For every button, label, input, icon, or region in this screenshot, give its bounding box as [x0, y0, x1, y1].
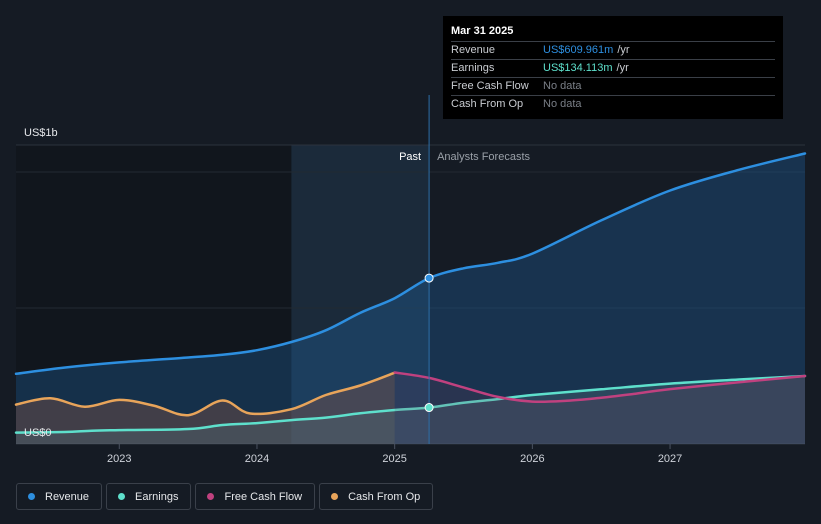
x-tick-label: 2024 [245, 453, 269, 465]
legend-label: Cash From Op [348, 490, 421, 503]
earnings-highlight-point [424, 403, 434, 413]
tooltip-row-earnings: Earnings US$134.113m /yr [451, 59, 775, 77]
tooltip-label: Cash From Op [451, 98, 524, 110]
x-tick-label: 2026 [520, 453, 544, 465]
x-tick-label: 2025 [382, 453, 406, 465]
revenue-highlight-point [424, 273, 434, 283]
x-tick-label: 2023 [107, 453, 131, 465]
tooltip-unit: /yr [616, 62, 629, 74]
tooltip-label: Free Cash Flow [451, 80, 529, 92]
legend-dot-icon [207, 493, 215, 500]
tooltip-value: No data [543, 98, 582, 110]
tooltip-value: US$134.113m [543, 62, 613, 74]
revenue-line [14, 152, 807, 376]
x-tick-label: 2027 [658, 453, 682, 465]
legend-label: Earnings [135, 490, 179, 503]
legend-item-earnings[interactable]: Earnings [106, 483, 192, 510]
legend-dot-icon [28, 493, 35, 500]
free-cash-flow-line [393, 371, 807, 404]
earnings-line [14, 374, 807, 434]
tooltip-value: US$609.961m [543, 44, 614, 56]
y-axis-bottom-label: US$0 [24, 427, 52, 439]
legend-dot-icon [331, 493, 339, 500]
tooltip-date: Mar 31 2025 [451, 25, 514, 37]
tooltip-label: Revenue [451, 44, 496, 56]
past-label: Past [399, 151, 421, 163]
tooltip-label: Earnings [451, 62, 495, 74]
tooltip-row-revenue: Revenue US$609.961m /yr [451, 41, 775, 59]
legend-item-free-cash-flow[interactable]: Free Cash Flow [195, 483, 316, 510]
legend-item-cash-from-op[interactable]: Cash From Op [319, 483, 434, 510]
free-cash-flow-area [394, 372, 805, 444]
y-axis-top-label: US$1b [24, 127, 58, 139]
tooltip-row-cash-from-op: Cash From Op No data [451, 95, 775, 113]
revenue-area [16, 153, 805, 444]
tooltip-value: No data [543, 80, 582, 92]
tooltip-unit: /yr [617, 44, 630, 56]
past-dark-region [16, 145, 292, 444]
past-shaded-region [291, 145, 430, 444]
tooltip: Mar 31 2025 Revenue US$609.961m /yr Earn… [443, 16, 783, 119]
legend-label: Revenue [45, 490, 90, 503]
legend-dot-icon [118, 493, 126, 500]
tooltip-row-free-cash-flow: Free Cash Flow No data [451, 77, 775, 95]
cash-from-op-line [14, 371, 396, 417]
legend-label: Free Cash Flow [224, 490, 303, 503]
legend-item-revenue[interactable]: Revenue [16, 483, 103, 510]
legend: Revenue Earnings Free Cash Flow Cash Fro… [16, 483, 434, 510]
forecast-label: Analysts Forecasts [437, 151, 530, 163]
